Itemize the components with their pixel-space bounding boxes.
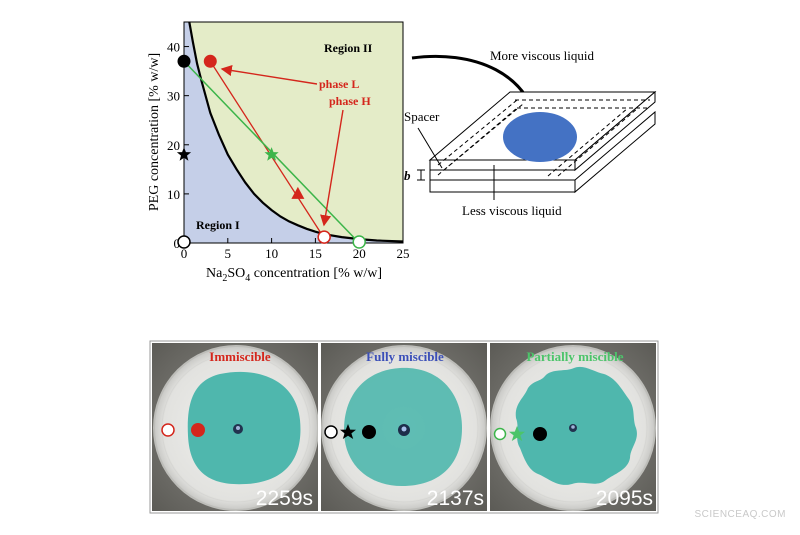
black-circle-icon-2: [533, 427, 547, 441]
top-plate-edge: [574, 90, 656, 172]
panel-title-partially-miscible: Partially miscible: [526, 349, 623, 364]
y-tick-label: 30: [167, 89, 180, 104]
phase-h-label: phase H: [329, 94, 371, 108]
marker-black-circle: [177, 54, 191, 68]
phase-l-label: phase L: [319, 77, 359, 91]
x-tick-label: 15: [309, 246, 322, 261]
hele-shaw-cell: [417, 90, 657, 200]
x-axis-label: Na2SO4 concentration [% w/w]: [206, 266, 382, 284]
y-ticks: 0 10 20 30 40: [167, 40, 189, 251]
less-viscous-label: Less viscous liquid: [462, 203, 562, 218]
bottom-plate-edge: [574, 110, 656, 194]
tie-line: [209, 60, 325, 239]
red-circle-icon: [191, 423, 205, 437]
photo-panel-partially-miscible: [490, 343, 656, 511]
x-tick-label: 10: [265, 246, 278, 261]
panel-title-fully-miscible: Fully miscible: [366, 349, 444, 364]
spacer-label: Spacer: [404, 109, 440, 124]
photo-panel-fully-miscible: [321, 343, 487, 511]
marker-open-circle-origin: [177, 235, 191, 249]
open-red-circle-icon: [161, 423, 175, 437]
gap-ticks: [417, 169, 425, 181]
more-viscous-label: More viscous liquid: [490, 48, 594, 63]
marker-green-star: [264, 147, 279, 161]
plot-frame: [183, 21, 404, 244]
phase-h-arrow: [320, 109, 344, 227]
top-plate-side: [429, 159, 576, 171]
black-star-icon: [340, 424, 356, 439]
gap-label: b: [404, 168, 411, 183]
region1-fill: [184, 22, 403, 243]
black-circle-icon: [362, 425, 376, 439]
spacer-left: [437, 99, 524, 176]
marker-phase-H: [317, 230, 331, 244]
marker-red-triangle: [291, 186, 305, 199]
panel-time-fully-miscible: 2137s: [427, 487, 484, 510]
spacer-right: [547, 107, 639, 177]
y-axis-label: PEG concentration [% w/w]: [147, 53, 162, 211]
region2-label: Region II: [324, 41, 373, 55]
x-tick-label: 20: [353, 246, 366, 261]
open-green-circle-icon: [493, 427, 507, 441]
watermark: SCIENCEAQ.COM: [694, 509, 786, 520]
spacer-back: [515, 99, 650, 109]
bottom-plate-side: [429, 179, 576, 193]
y-tick-label: 0: [174, 236, 181, 251]
x-tick-label: 0: [181, 246, 188, 261]
marker-phase-L: [203, 54, 217, 68]
dye-region-immiscible: [187, 371, 301, 485]
x-tick-label: 25: [397, 246, 410, 261]
data-markers: [176, 54, 366, 249]
marker-green-open-circle: [352, 235, 366, 249]
photo-strip: Immiscible 2259s Fully miscible 2137s: [149, 340, 659, 514]
panel-time-partially-miscible: 2095s: [596, 487, 653, 510]
phase-l-arrow: [220, 64, 318, 85]
region1-label: Region I: [196, 218, 240, 232]
binodal-curve: [188, 21, 404, 243]
y-tick-label: 40: [167, 40, 180, 55]
photo-panel-immiscible: [152, 343, 318, 511]
x-tick-label: 5: [225, 246, 232, 261]
marker-black-star: [176, 147, 192, 161]
open-black-circle-icon: [324, 425, 338, 439]
panel-title-immiscible: Immiscible: [209, 349, 271, 364]
x-ticks: 0 5 10 15 20 25: [181, 238, 410, 261]
y-tick-label: 20: [167, 138, 180, 153]
viscous-drop: [503, 112, 577, 162]
y-tick-label: 10: [167, 187, 180, 202]
panel-time-immiscible: 2259s: [256, 487, 313, 510]
green-star-icon: [509, 426, 525, 441]
spacer-pointer: [417, 127, 443, 169]
